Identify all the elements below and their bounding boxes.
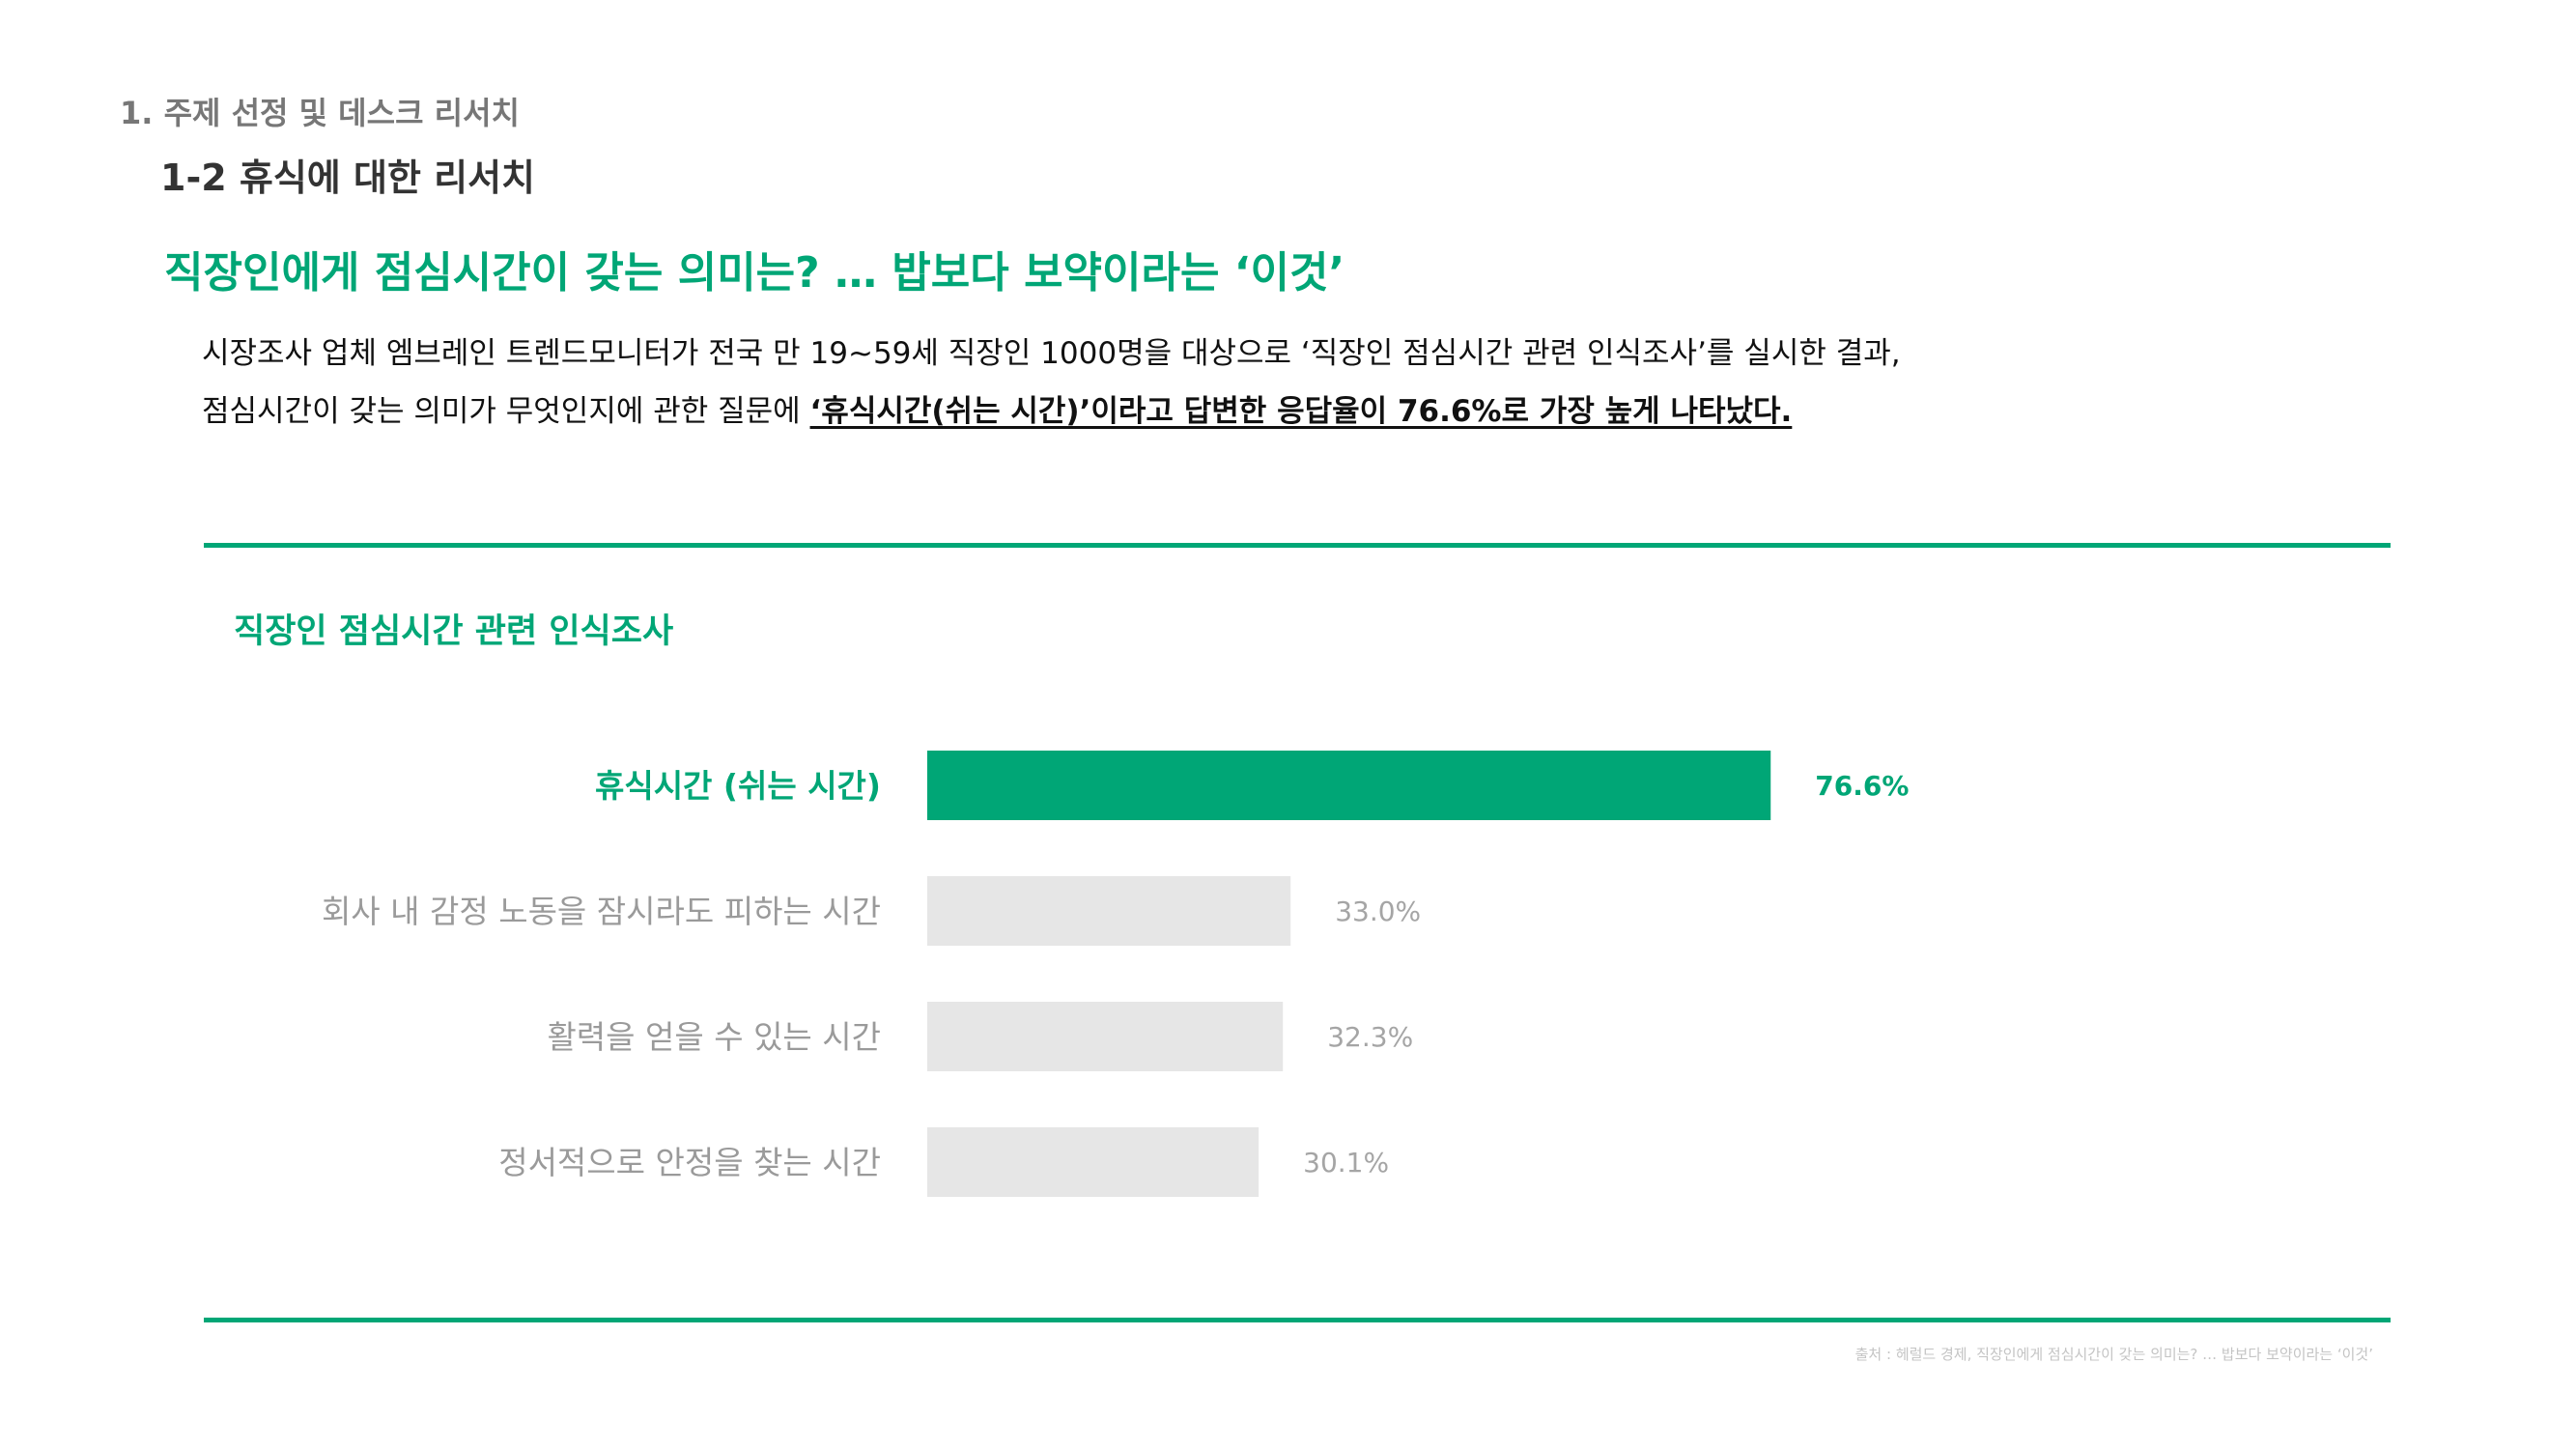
value-label-2: 32.3%	[1327, 1021, 1413, 1053]
bar-0	[927, 751, 1771, 820]
source-note: 출처 : 헤럴드 경제, 직장인에게 점심시간이 갖는 의미는? … 밥보다 보…	[1854, 1346, 2373, 1363]
category-label-0: 휴식시간 (쉬는 시간)	[595, 767, 881, 805]
value-label-3: 30.1%	[1303, 1147, 1389, 1179]
chart-title: 직장인 점심시간 관련 인식조사	[234, 612, 674, 651]
category-label-2: 활력을 얻을 수 있는 시간	[547, 1018, 881, 1056]
bar-3	[927, 1127, 1260, 1197]
value-label-1: 33.0%	[1335, 895, 1421, 927]
section-label: 1. 주제 선정 및 데스크 리서치	[120, 95, 520, 131]
divider-top	[204, 543, 2391, 548]
bar-2	[927, 1002, 1284, 1071]
divider-bottom	[204, 1318, 2391, 1322]
subsection-title: 1-2 휴식에 대한 리서치	[160, 156, 536, 199]
body-text-prefix: 점심시간이 갖는 의미가 무엇인지에 관한 질문에	[202, 394, 810, 429]
category-label-1: 회사 내 감정 노동을 잠시라도 피하는 시간	[322, 893, 881, 930]
body-text-line-1: 시장조사 업체 엠브레인 트렌드모니터가 전국 만 19~59세 직장인 100…	[202, 336, 1901, 371]
category-label-3: 정서적으로 안정을 찾는 시간	[498, 1144, 881, 1181]
value-label-0: 76.6%	[1815, 770, 1909, 802]
headline: 직장인에게 점심시간이 갖는 의미는? … 밥보다 보약이라는 ‘이것’	[164, 248, 1345, 298]
body-text-emphasis: ‘휴식시간(쉬는 시간)’이라고 답변한 응답율이 76.6%로 가장 높게 나…	[809, 394, 1793, 429]
body-text-line-2: 점심시간이 갖는 의미가 무엇인지에 관한 질문에 ‘휴식시간(쉬는 시간)’이…	[202, 386, 1792, 430]
bar-1	[927, 876, 1291, 946]
